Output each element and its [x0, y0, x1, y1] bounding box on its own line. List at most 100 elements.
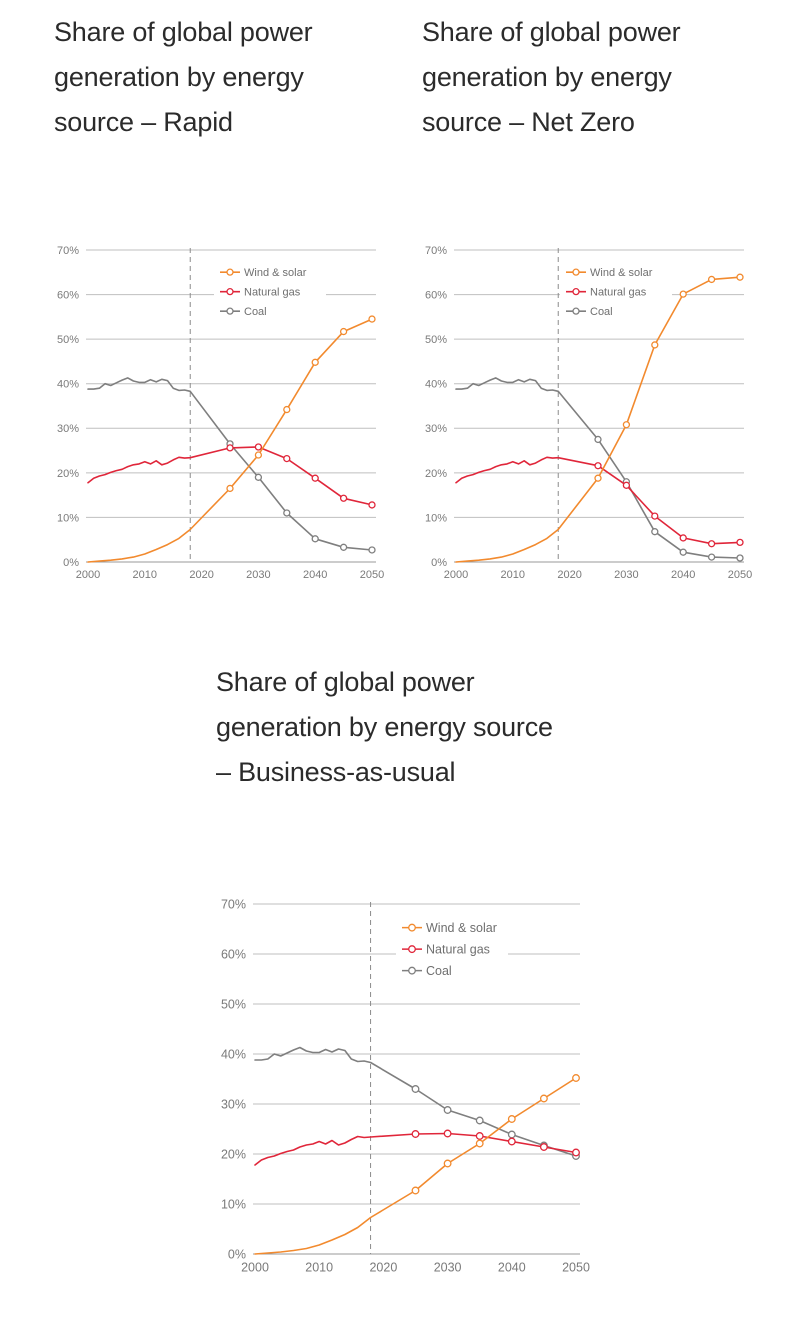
y-tick-label: 10%	[57, 512, 79, 524]
x-tick-label: 2000	[241, 1261, 269, 1275]
x-tick-label: 2010	[305, 1261, 333, 1275]
data-point-wind-solar	[594, 474, 602, 482]
data-point-natural-gas	[283, 454, 291, 463]
data-point-natural-gas	[622, 481, 631, 489]
data-point-natural-gas	[411, 1130, 420, 1138]
y-tick-label: 70%	[221, 898, 246, 912]
y-tick-label: 0%	[63, 557, 79, 569]
series-line-wind-solar	[455, 276, 741, 563]
legend-marker-wind-solar	[572, 268, 580, 276]
legend-label-coal: Coal	[590, 306, 613, 318]
series-line-coal	[87, 377, 373, 551]
x-tick-label: 2050	[728, 569, 752, 581]
legend-marker-wind-solar	[408, 923, 416, 932]
legend-label-coal: Coal	[244, 306, 267, 318]
series-line-natural-gas	[254, 1132, 577, 1166]
legend-label-natural-gas: Natural gas	[426, 943, 490, 957]
data-point-wind-solar	[254, 451, 263, 459]
data-point-natural-gas	[736, 538, 744, 547]
y-tick-label: 30%	[425, 423, 447, 435]
series-line-natural-gas	[87, 446, 373, 506]
legend-label-wind-solar: Wind & solar	[426, 921, 497, 935]
data-point-coal	[475, 1116, 484, 1125]
data-point-wind-solar	[679, 290, 687, 298]
data-point-wind-solar	[651, 341, 659, 349]
y-tick-label: 70%	[57, 245, 79, 257]
data-point-wind-solar	[283, 405, 291, 414]
data-point-natural-gas	[475, 1132, 484, 1140]
y-tick-label: 60%	[221, 948, 246, 962]
legend-marker-wind-solar	[226, 268, 234, 276]
y-tick-label: 20%	[57, 468, 79, 480]
data-point-coal	[679, 548, 687, 556]
data-point-coal	[594, 435, 602, 444]
data-point-natural-gas	[254, 443, 263, 451]
data-point-wind-solar	[411, 1186, 420, 1195]
data-point-natural-gas	[226, 444, 234, 452]
x-tick-label: 2020	[189, 569, 213, 581]
x-tick-label: 2040	[671, 569, 695, 581]
data-point-wind-solar	[736, 273, 744, 281]
data-point-natural-gas	[651, 512, 659, 520]
y-tick-label: 60%	[57, 290, 79, 302]
y-tick-label: 0%	[228, 1248, 246, 1262]
data-point-wind-solar	[443, 1159, 452, 1168]
data-point-wind-solar	[226, 484, 234, 493]
x-tick-label: 2000	[444, 569, 468, 581]
legend-label-wind-solar: Wind & solar	[590, 267, 653, 279]
y-tick-label: 60%	[425, 290, 447, 302]
chart-bau-plot: 0% 10% 20% 30% 40% 50% 60% 70% 2000 2010 2020 2030 2…	[221, 898, 590, 1275]
y-tick-label: 40%	[425, 379, 447, 391]
chart-title-net-zero: Share of global power generation by ener…	[422, 17, 681, 137]
legend-marker-natural-gas	[408, 945, 416, 954]
data-point-wind-solar	[339, 327, 348, 336]
series-line-wind-solar	[254, 1077, 577, 1255]
data-point-coal	[368, 546, 376, 554]
data-point-natural-gas	[572, 1148, 580, 1157]
chart-net-zero-plot: 0% 10% 20% 30% 40% 50% 60% 70% 2000 2010 2020 2030 2…	[425, 245, 752, 581]
data-point-coal	[707, 553, 716, 561]
y-tick-label: 50%	[221, 998, 246, 1012]
data-point-coal	[283, 509, 291, 517]
data-point-coal	[507, 1130, 516, 1139]
data-point-wind-solar	[622, 421, 631, 429]
x-tick-label: 2000	[76, 569, 100, 581]
legend-marker-natural-gas	[572, 287, 580, 296]
x-tick-label: 2040	[303, 569, 327, 581]
legend-marker-coal	[408, 966, 416, 975]
data-point-natural-gas	[368, 501, 376, 509]
x-tick-label: 2020	[369, 1261, 397, 1275]
y-tick-label: 50%	[425, 334, 447, 346]
series-line-natural-gas	[455, 456, 741, 545]
data-point-natural-gas	[539, 1143, 548, 1151]
chart-title-business-as-usual: Share of global power generation by ener…	[216, 667, 553, 787]
data-point-coal	[736, 554, 744, 562]
data-point-coal	[339, 543, 348, 551]
x-tick-label: 2040	[498, 1261, 526, 1275]
data-point-wind-solar	[311, 358, 319, 366]
data-point-natural-gas	[339, 494, 348, 502]
data-point-natural-gas	[507, 1137, 516, 1146]
x-tick-label: 2030	[614, 569, 638, 581]
x-tick-label: 2010	[133, 569, 157, 581]
y-tick-label: 50%	[57, 334, 79, 346]
data-point-wind-solar	[572, 1074, 580, 1082]
legend-label-natural-gas: Natural gas	[590, 287, 647, 299]
legend-marker-coal	[226, 307, 234, 315]
y-tick-label: 70%	[425, 245, 447, 257]
data-point-coal	[411, 1085, 420, 1093]
legend-label-natural-gas: Natural gas	[244, 287, 301, 299]
data-point-wind-solar	[707, 275, 716, 284]
y-tick-label: 30%	[57, 423, 79, 435]
legend-label-wind-solar: Wind & solar	[244, 267, 307, 279]
x-tick-label: 2020	[557, 569, 581, 581]
data-point-wind-solar	[539, 1094, 548, 1103]
y-tick-label: 40%	[57, 379, 79, 391]
data-point-natural-gas	[443, 1129, 452, 1138]
chart-title-rapid: Share of global power generation by ener…	[54, 17, 313, 137]
data-point-coal	[311, 535, 319, 543]
data-point-natural-gas	[679, 534, 687, 542]
data-point-wind-solar	[368, 315, 376, 323]
x-tick-label: 2050	[562, 1261, 590, 1275]
series-line-coal	[254, 1046, 577, 1157]
